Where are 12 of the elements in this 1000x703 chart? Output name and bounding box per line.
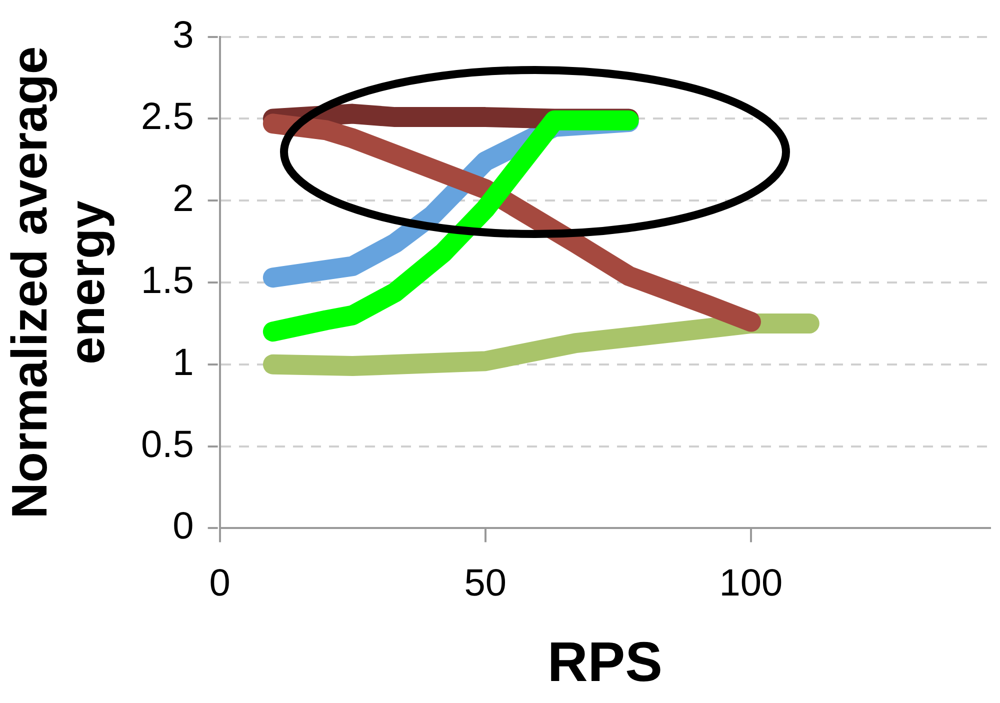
y-tick-label: 2.5 xyxy=(140,96,194,138)
y-tick-label: 1 xyxy=(172,342,194,384)
x-tick-label: 100 xyxy=(719,562,783,604)
y-tick-label: 3 xyxy=(172,14,194,56)
x-axis-title: RPS xyxy=(547,630,662,693)
y-tick-label: 1.5 xyxy=(140,260,194,302)
y-axis-title: Normalized average energy xyxy=(2,46,116,519)
y-tick-label: 2 xyxy=(172,178,194,220)
y-tick-label: 0 xyxy=(172,506,194,548)
x-tick-label: 50 xyxy=(464,562,507,604)
x-tick-label: 0 xyxy=(209,562,230,604)
y-tick-label: 0.5 xyxy=(140,424,194,466)
